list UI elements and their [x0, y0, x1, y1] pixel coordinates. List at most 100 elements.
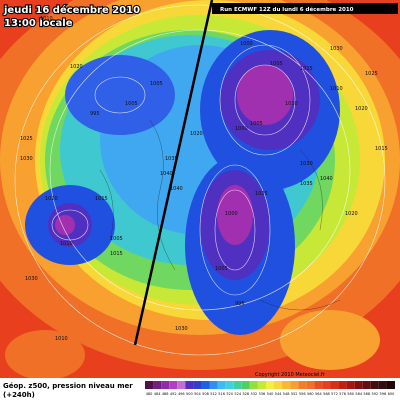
scale-label: 548 — [283, 392, 290, 396]
pressure-label: 1040 — [160, 171, 173, 177]
field — [0, 0, 400, 378]
scale-label: 536 — [259, 392, 266, 396]
scale-label: 516 — [218, 392, 225, 396]
scale-swatch — [225, 381, 234, 389]
pressure-label: 1030 — [330, 46, 343, 52]
date: jeudi 16 décembre 2010 — [3, 4, 140, 16]
scale-label: 488 — [162, 392, 169, 396]
scale-label: 544 — [275, 392, 282, 396]
scale-label: 572 — [331, 392, 338, 396]
scale-swatch — [193, 381, 202, 389]
scale-label: 524 — [234, 392, 241, 396]
scale-label: 568 — [323, 392, 330, 396]
scale-swatch — [169, 381, 178, 389]
scale-swatch — [145, 381, 154, 389]
pressure-label: 1020 — [70, 64, 83, 70]
scale-label: 532 — [251, 392, 258, 396]
scale-label: 492 — [170, 392, 177, 396]
scale-label: 528 — [242, 392, 249, 396]
pressure-label: 1020 — [190, 131, 203, 137]
scale-label: 484 — [154, 392, 161, 396]
scale-swatch — [306, 381, 315, 389]
pressure-label: 1005 — [150, 81, 163, 87]
pressure-label: 1030 — [175, 326, 188, 332]
pressure-label: 1020 — [355, 106, 368, 112]
scale-label: 500 — [186, 392, 193, 396]
scale-swatch — [257, 381, 266, 389]
scale-label: 552 — [291, 392, 298, 396]
scale-swatch — [386, 381, 395, 389]
scale-swatch — [185, 381, 194, 389]
scale-swatch — [362, 381, 371, 389]
scale-label: 564 — [315, 392, 322, 396]
scale-label: 600 — [388, 392, 395, 396]
scale-label: 496 — [178, 392, 185, 396]
scale-label: 504 — [194, 392, 201, 396]
pressure-label: 1005 — [110, 236, 123, 242]
scale-label: 576 — [339, 392, 346, 396]
pressure-label: 1010 — [60, 241, 73, 247]
run: Run ECMWF 12Z du lundi 6 décembre 2010 — [220, 6, 354, 13]
scale-swatch — [265, 381, 275, 389]
scale-swatch — [290, 381, 299, 389]
scale-swatch — [161, 381, 170, 389]
scale-swatch — [209, 381, 218, 389]
pressure-label: 1020 — [345, 211, 358, 217]
scale-label: 540 — [267, 392, 274, 396]
scale-swatch — [314, 381, 323, 389]
pressure-label: 1000 — [235, 126, 248, 132]
scale-swatch — [282, 381, 291, 389]
scale-swatch — [177, 381, 186, 389]
scale-swatch — [298, 381, 307, 389]
scale-swatch — [338, 381, 347, 389]
pressure-label: 1005 — [250, 121, 263, 127]
pressure-label: 1000 — [240, 41, 253, 47]
pressure-label: 1025 — [255, 191, 268, 197]
scale-label: 512 — [210, 392, 217, 396]
scale-swatch — [249, 381, 258, 389]
pressure-label: 1005 — [270, 61, 283, 67]
scale-swatch — [241, 381, 250, 389]
time: 13:00 locale — [4, 18, 73, 29]
footer-title: Géop. z500, pression niveau mer — [3, 382, 133, 390]
scale-swatch — [201, 381, 210, 389]
pressure-label: 1015 — [375, 146, 388, 152]
pressure-label: 1020 — [45, 196, 58, 202]
pressure-label: 1005 — [125, 101, 138, 107]
pressure-label: 1010 — [285, 101, 298, 107]
scale-swatch — [370, 381, 379, 389]
pressure-label: 1015 — [110, 251, 123, 257]
pressure-label: 1030 — [25, 276, 38, 282]
copyright: Copyright 2010 Meteociel.fr — [255, 372, 326, 378]
scale-label: 508 — [202, 392, 209, 396]
scale-swatch — [153, 381, 162, 389]
scale-label: 560 — [307, 392, 314, 396]
scale-label: 584 — [355, 392, 362, 396]
pressure-label: 1035 — [165, 156, 178, 162]
pressure-label: 1030 — [20, 156, 33, 162]
pressure-label: 1015 — [300, 66, 313, 72]
pressure-label: 1010 — [55, 336, 68, 342]
run-box — [212, 3, 398, 14]
scale-label: 588 — [363, 392, 370, 396]
scale-swatch — [233, 381, 242, 389]
scale-swatch — [346, 381, 355, 389]
scale-swatch — [274, 381, 283, 389]
pressure-label: 1030 — [300, 161, 313, 167]
scale-swatch — [322, 381, 331, 389]
scale-label: 556 — [299, 392, 306, 396]
scale-label: 580 — [347, 392, 354, 396]
pressure-label: 1040 — [320, 176, 333, 182]
lead-time: (+240h) — [3, 391, 35, 399]
pressure-label: 1025 — [20, 136, 33, 142]
scale-swatch — [330, 381, 339, 389]
pressure-label: 1010 — [40, 16, 53, 22]
pressure-label: 995 — [90, 111, 100, 117]
scale-swatch — [354, 381, 363, 389]
scale-label: 592 — [371, 392, 378, 396]
scale-label: 596 — [380, 392, 387, 396]
pressure-label: 1035 — [300, 181, 313, 187]
pressure-label: 1010 — [330, 86, 343, 92]
